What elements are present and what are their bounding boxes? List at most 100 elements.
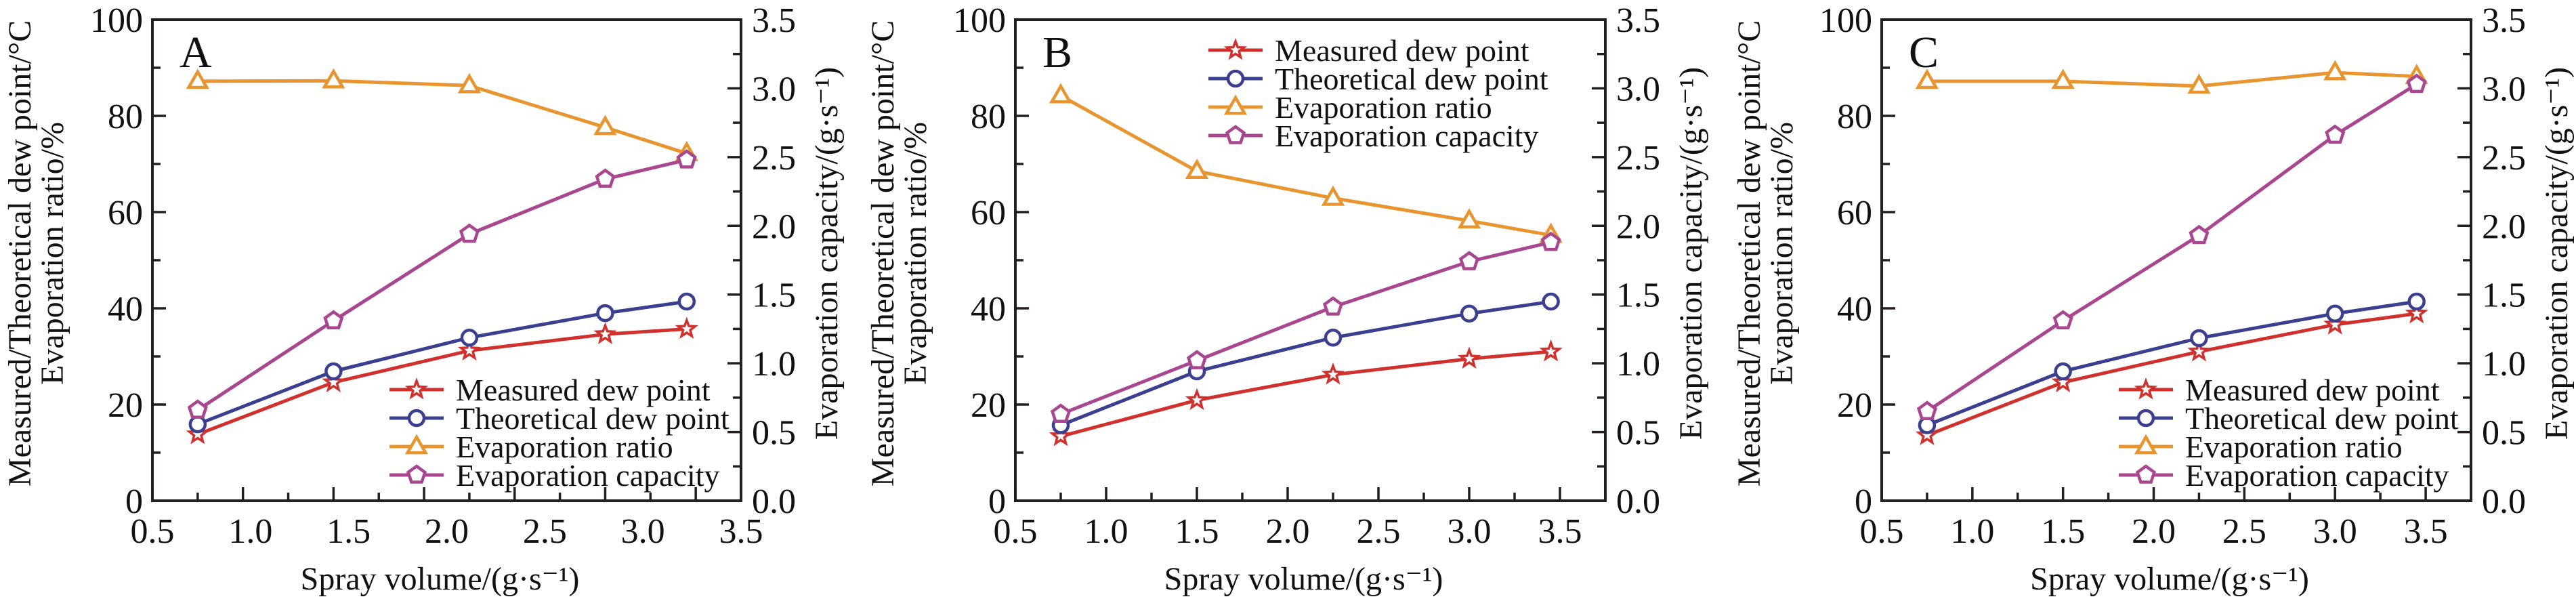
y2-tick-label: 1.5 [752,276,796,315]
data-point-measured-dew-point [186,422,209,445]
x-tick-label: 0.5 [131,512,175,551]
legend-marker-theoretical-dew-point [407,409,426,428]
data-point-evaporation-ratio [2187,73,2211,94]
data-point-evaporation-capacity [1458,251,1480,270]
legend-marker-measured-dew-point [1223,37,1248,60]
legend-label: Measured dew point [456,373,711,407]
data-point-theoretical-dew-point [2325,304,2344,323]
data-point-measured-dew-point [1321,363,1345,385]
y-tick-label: 0 [988,482,1006,521]
legend-label: Evaporation ratio [1275,90,1492,125]
y-tick-label: 40 [1837,290,1872,329]
y-axis-title-line-1: Measured/Theoretical dew point/°C [2,20,38,487]
data-point-theoretical-dew-point [1460,304,1479,323]
panel-label: C [1909,28,1939,77]
data-point-evaporation-capacity [1050,403,1072,423]
data-point-theoretical-dew-point [1324,329,1343,347]
legend-label: Measured dew point [1275,33,1529,68]
legend-label: Evaporation ratio [456,430,673,464]
data-point-evaporation-ratio [2051,68,2075,89]
data-point-theoretical-dew-point [2407,292,2426,311]
data-point-measured-dew-point [1185,388,1209,411]
data-point-evaporation-ratio [1321,185,1345,206]
data-point-evaporation-capacity [323,310,344,330]
x-tick-label: 3.5 [2404,512,2448,551]
y2-tick-label: 0.0 [2482,482,2526,521]
data-point-evaporation-capacity [187,399,208,419]
legend-label: Measured dew point [2185,373,2440,407]
legend-marker-evaporation-capacity [406,464,427,484]
data-point-measured-dew-point [1457,346,1481,369]
x-tick-label: 2.5 [2222,512,2266,551]
x-tick-label: 2.5 [523,512,567,551]
panel-c: 0.5 1.0 1.5 2.0 2.5 3.0 3.5 0 20 40 60 80 100 0.0 0.5 1… [1731,1,2575,597]
y-tick-label: 0 [1855,482,1872,521]
data-point-measured-dew-point [2187,339,2211,362]
y2-tick-label: 0.5 [1616,414,1660,453]
data-point-theoretical-dew-point [324,362,343,381]
data-point-evaporation-capacity [676,149,697,169]
data-point-measured-dew-point [1915,423,1939,446]
data-point-measured-dew-point [457,338,481,361]
y2-axis-title: Evaporation capacity/(g·s⁻¹) [1673,67,1709,440]
x-tick-label: 1.0 [228,512,272,551]
legend-label: Evaporation capacity [1275,119,1539,153]
y2-tick-label: 0.0 [1616,482,1660,521]
legend-label: Evaporation capacity [2185,458,2449,493]
panel-a: 0.5 1.0 1.5 2.0 2.5 3.0 3.5 0 20 40 60 80 100 0.0 0.5 1… [2,1,845,597]
series-line-theoretical-dew-point [1060,300,1551,427]
series-line-evaporation-capacity [1060,241,1552,416]
data-point-evaporation-capacity [1186,350,1208,369]
y2-tick-label: 3.0 [752,70,796,108]
legend-label: Theoretical dew point [456,401,730,436]
data-point-measured-dew-point [593,322,617,344]
y-tick-label: 20 [1837,386,1872,425]
legend-marker-evaporation-ratio [2134,434,2158,455]
series-line-measured-dew-point [1060,350,1551,438]
data-point-evaporation-ratio [2323,60,2347,81]
data-point-evaporation-capacity [2325,124,2346,144]
y2-tick-label: 1.0 [2482,345,2526,384]
series-line-evaporation-ratio [197,79,688,155]
data-point-evaporation-ratio [1185,159,1209,179]
y2-tick-label: 2.5 [1616,139,1660,178]
y2-tick-label: 3.5 [752,1,796,40]
panel-b: 0.5 1.0 1.5 2.0 2.5 3.0 3.5 0 20 40 60 80 100 0.0 0.5 1… [865,1,1709,597]
data-point-theoretical-dew-point [596,304,614,323]
data-point-measured-dew-point [322,370,345,392]
data-point-theoretical-dew-point [188,415,207,434]
x-tick-label: 1.0 [1950,512,1994,551]
legend-marker-evaporation-ratio [404,434,429,455]
y-tick-label: 20 [971,386,1006,425]
x-tick-label: 3.0 [1448,512,1492,551]
x-tick-label: 2.0 [2132,512,2176,551]
y2-axis-title: Evaporation capacity/(g·s⁻¹) [2539,67,2575,440]
x-tick-label: 2.5 [1357,512,1401,551]
data-point-evaporation-ratio [1049,83,1073,104]
data-point-measured-dew-point [2323,312,2347,335]
y2-tick-label: 1.5 [2482,276,2526,315]
data-point-evaporation-ratio [1457,208,1481,229]
data-point-evaporation-ratio [1915,68,1939,89]
panel-label: B [1042,28,1072,77]
data-point-evaporation-capacity [2406,73,2427,94]
panel-label: A [180,28,212,77]
y-tick-label: 100 [953,1,1006,40]
y-tick-label: 0 [125,482,143,521]
y2-tick-label: 1.0 [752,345,796,384]
data-point-theoretical-dew-point [1542,292,1560,311]
y2-tick-label: 3.0 [2482,70,2526,108]
data-point-evaporation-capacity [1322,296,1344,316]
x-axis-title: Spray volume/(g·s⁻¹) [301,561,580,597]
y-tick-label: 80 [108,98,143,136]
y-tick-label: 80 [971,98,1006,136]
x-tick-label: 1.0 [1084,512,1128,551]
y2-tick-label: 2.5 [2482,139,2526,178]
x-tick-label: 1.5 [326,512,371,551]
y-axis-title-line-2: Evaporation ratio/% [898,122,933,385]
y2-tick-label: 3.5 [2482,1,2526,40]
